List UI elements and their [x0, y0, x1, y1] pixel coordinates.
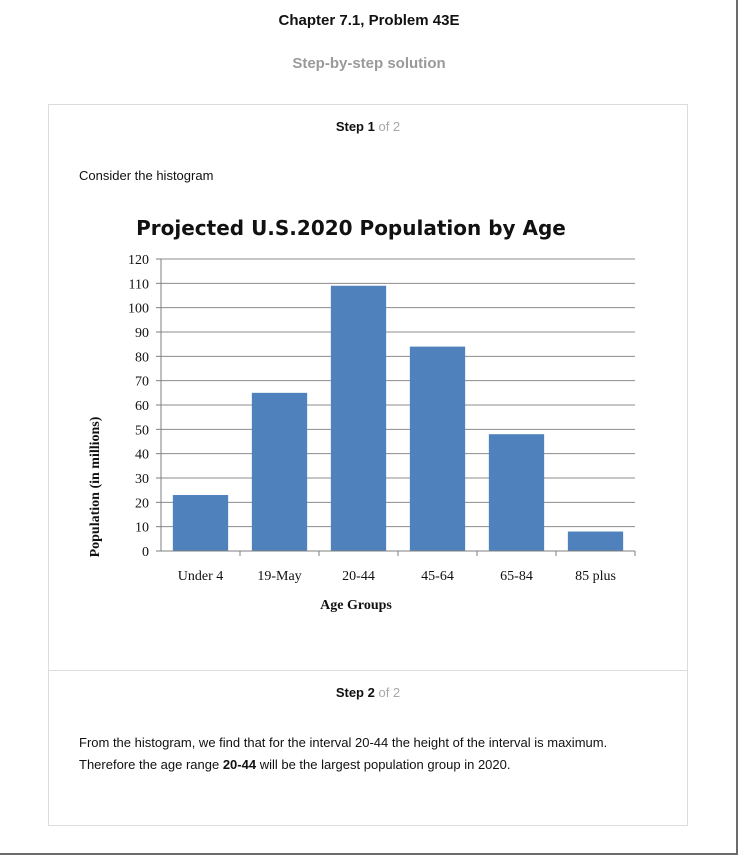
- y-tick-label: 60: [135, 399, 149, 414]
- y-tick-label: 90: [135, 326, 149, 341]
- step-2-label: Step 2: [335, 685, 375, 700]
- x-axis-label: Age Groups: [320, 598, 392, 613]
- solution-card: Step 1 of 2 Consider the histogram Proje…: [48, 104, 688, 826]
- step-1-label: Step 1: [335, 119, 375, 134]
- step-2-text: From the histogram, we find that for the…: [79, 732, 679, 776]
- x-tick-label: Under 4: [178, 569, 224, 584]
- x-tick-label: 20-44: [342, 569, 375, 584]
- step-1-total: of 2: [378, 119, 401, 134]
- step-2-header: Step 2 of 2: [49, 685, 687, 700]
- answer-range: 20-44: [222, 757, 257, 772]
- bars: [172, 285, 624, 551]
- y-tick-label: 10: [135, 521, 149, 536]
- bar: [251, 392, 308, 551]
- bar: [330, 285, 387, 551]
- window-right-edge: [736, 0, 738, 855]
- step-2-total: of 2: [378, 685, 401, 700]
- bar: [488, 434, 545, 551]
- step-2-line-2-start: Therefore the age range: [79, 757, 223, 772]
- x-tick-label: 85 plus: [575, 569, 616, 584]
- axes: 0 10 20 30 40 50 60 70 80 90 100 110 120 Under 4 19-Ma…: [128, 253, 636, 584]
- y-tick-label: 40: [135, 448, 149, 463]
- y-tick-label: 30: [135, 472, 149, 487]
- step-1-text: Consider the histogram: [79, 168, 214, 183]
- step-2-line-2-end: will be the largest population group in …: [256, 757, 511, 772]
- y-tick-label: 20: [135, 496, 149, 511]
- y-tick-label: 70: [135, 375, 149, 390]
- histogram-chart: Projected U.S.2020 Population by Age 0 10…: [88, 216, 636, 613]
- y-tick-label: 100: [128, 302, 149, 317]
- y-tick-label: 0: [142, 545, 149, 560]
- bar: [409, 346, 466, 551]
- bar: [172, 495, 229, 551]
- step-2-line-2: Therefore the age range 20-44 will be th…: [79, 754, 679, 776]
- grid-lines: [161, 258, 635, 528]
- step-2-line-1: From the histogram, we find that for the…: [79, 735, 608, 750]
- x-tick-label: 65-84: [500, 569, 533, 584]
- x-tick-label: 45-64: [421, 569, 454, 584]
- y-axis-label: Population (in millions): [88, 416, 103, 557]
- bar: [567, 531, 624, 551]
- y-tick-label: 50: [135, 423, 149, 438]
- x-tick-label: 19-May: [257, 569, 301, 584]
- y-tick-label: 120: [128, 253, 149, 268]
- step-1-header: Step 1 of 2: [49, 119, 687, 134]
- y-tick-label: 80: [135, 350, 149, 365]
- page-subtitle: Step-by-step solution: [292, 55, 446, 72]
- page-title: Chapter 7.1, Problem 43E: [278, 12, 460, 29]
- chart-title: Projected U.S.2020 Population by Age: [136, 216, 566, 240]
- step-divider: [49, 670, 687, 671]
- y-tick-label: 110: [129, 277, 149, 292]
- window-bottom-edge: [0, 853, 738, 855]
